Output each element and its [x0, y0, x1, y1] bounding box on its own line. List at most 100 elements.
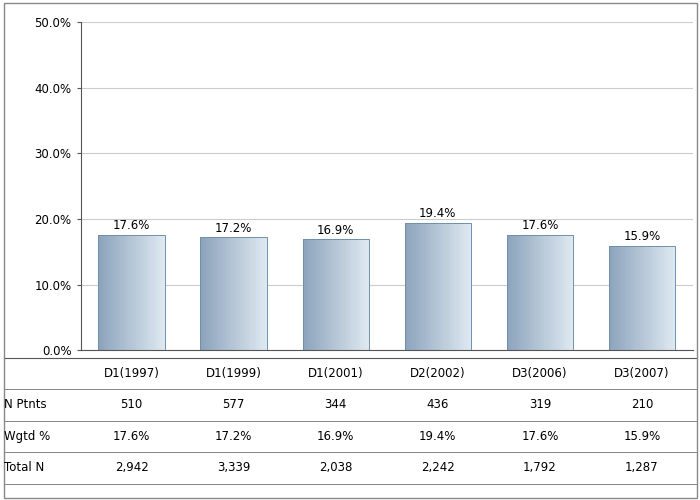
Bar	[520, 234, 522, 350]
Bar	[507, 234, 509, 350]
Bar	[509, 234, 511, 350]
Bar	[431, 223, 433, 350]
Text: Wgtd %: Wgtd %	[4, 430, 50, 443]
Bar	[633, 246, 636, 350]
Bar	[329, 240, 331, 350]
Text: D3(2006): D3(2006)	[512, 367, 568, 380]
Bar	[666, 246, 668, 350]
Bar	[240, 238, 242, 350]
Bar	[626, 246, 629, 350]
Bar	[553, 234, 555, 350]
Text: 3,339: 3,339	[217, 461, 251, 474]
Bar	[365, 240, 367, 350]
Bar	[223, 238, 225, 350]
Bar	[103, 234, 105, 350]
Bar	[416, 223, 418, 350]
Bar	[160, 234, 162, 350]
Text: 15.9%: 15.9%	[623, 430, 661, 443]
Bar	[424, 223, 427, 350]
Text: D2(2002): D2(2002)	[410, 367, 466, 380]
Text: 16.9%: 16.9%	[317, 224, 354, 236]
Text: 577: 577	[223, 398, 245, 411]
Bar	[671, 246, 673, 350]
Bar	[429, 223, 431, 350]
Bar	[304, 240, 307, 350]
Bar	[515, 234, 518, 350]
Text: D1(1997): D1(1997)	[104, 367, 160, 380]
Bar	[649, 246, 651, 350]
Bar	[325, 240, 327, 350]
Bar	[427, 223, 429, 350]
Bar	[659, 246, 662, 350]
Bar	[99, 234, 164, 350]
Bar	[551, 234, 553, 350]
Bar	[116, 234, 118, 350]
Text: 2,942: 2,942	[115, 461, 148, 474]
Bar	[109, 234, 111, 350]
Bar	[143, 234, 145, 350]
Bar	[454, 223, 456, 350]
Bar	[620, 246, 622, 350]
Bar	[216, 238, 218, 350]
Bar	[120, 234, 122, 350]
Bar	[316, 240, 318, 350]
Bar	[331, 240, 333, 350]
Bar	[236, 238, 238, 350]
Bar	[638, 246, 640, 350]
Bar	[211, 238, 214, 350]
Bar	[542, 234, 545, 350]
Bar	[214, 238, 216, 350]
Text: 17.2%: 17.2%	[215, 222, 252, 234]
Bar	[435, 223, 438, 350]
Text: 17.6%: 17.6%	[522, 219, 559, 232]
Bar	[555, 234, 558, 350]
Bar	[360, 240, 363, 350]
Bar	[209, 238, 211, 350]
Text: 436: 436	[426, 398, 449, 411]
Bar	[118, 234, 120, 350]
Bar	[125, 234, 127, 350]
Bar	[564, 234, 566, 350]
Bar	[570, 234, 573, 350]
Bar	[302, 240, 369, 350]
Bar	[336, 240, 338, 350]
Bar	[622, 246, 624, 350]
Bar	[631, 246, 633, 350]
Bar	[351, 240, 354, 350]
Bar	[141, 234, 143, 350]
Bar	[265, 238, 267, 350]
Bar	[342, 240, 344, 350]
Text: 1,792: 1,792	[523, 461, 556, 474]
Bar	[247, 238, 249, 350]
Bar	[673, 246, 675, 350]
Bar	[540, 234, 542, 350]
Bar	[127, 234, 130, 350]
Bar	[511, 234, 513, 350]
Bar	[218, 238, 220, 350]
Bar	[409, 223, 412, 350]
Bar	[536, 234, 538, 350]
Text: 19.4%: 19.4%	[419, 208, 456, 220]
Bar	[433, 223, 435, 350]
Bar	[560, 234, 562, 350]
Bar	[114, 234, 116, 350]
Bar	[344, 240, 346, 350]
Bar	[302, 240, 304, 350]
Bar	[318, 240, 320, 350]
Bar	[314, 240, 316, 350]
Bar	[464, 223, 466, 350]
Text: 1,287: 1,287	[625, 461, 659, 474]
Bar	[220, 238, 223, 350]
Bar	[107, 234, 109, 350]
Bar	[340, 240, 342, 350]
Bar	[358, 240, 360, 350]
Bar	[568, 234, 570, 350]
Bar	[356, 240, 358, 350]
Bar	[636, 246, 638, 350]
Bar	[256, 238, 258, 350]
Bar	[234, 238, 236, 350]
Bar	[653, 246, 655, 350]
Bar	[642, 246, 644, 350]
Bar	[545, 234, 547, 350]
Text: 344: 344	[325, 398, 347, 411]
